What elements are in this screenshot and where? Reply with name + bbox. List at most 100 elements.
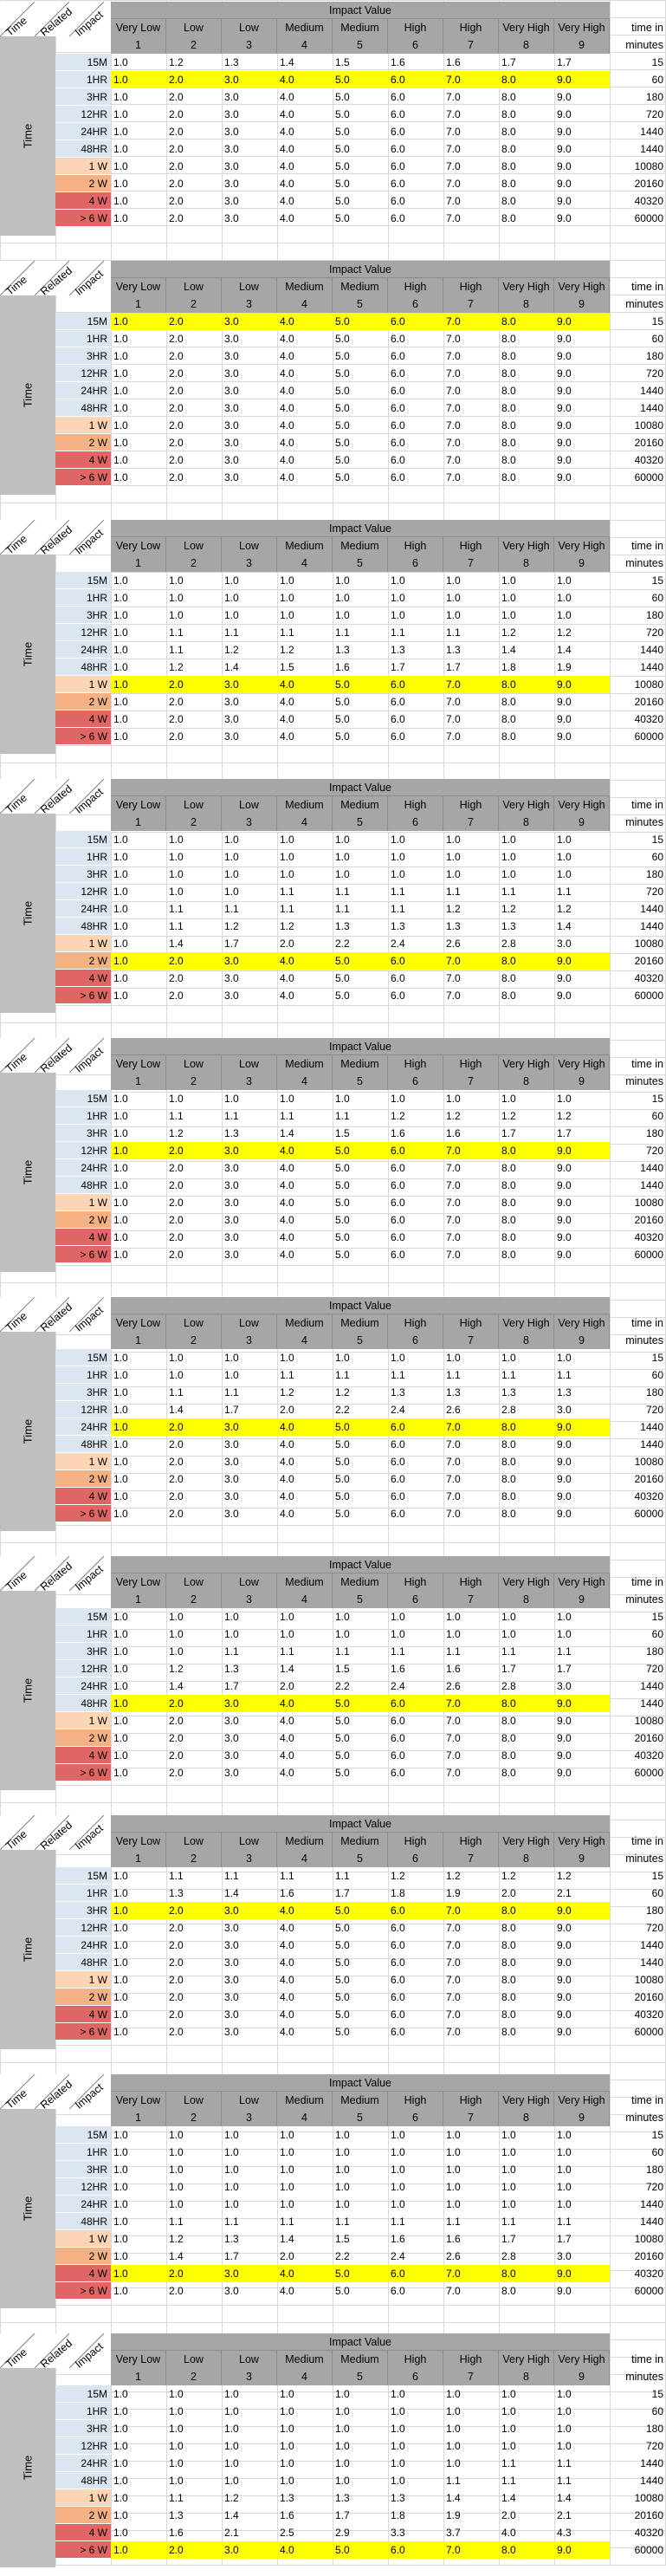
- table-cell: 1.0: [113, 713, 128, 725]
- row-label: 24HR: [55, 2196, 111, 2213]
- table-cell: 7.0: [446, 350, 461, 362]
- table-cell: 7.0: [446, 1767, 461, 1779]
- table-cell: 9.0: [557, 1767, 572, 1779]
- column-number: 1: [111, 2109, 166, 2126]
- row-label: 15M: [55, 572, 111, 589]
- table-row: 1 W 1.0 2.0 3.0 4.0 5.0 6.0 7.0 8.0 9.0 10080: [0, 676, 666, 693]
- table-cell: 1.0: [224, 2129, 239, 2141]
- row-label: 12HR: [55, 624, 111, 641]
- table-cell: 1.1: [557, 1369, 572, 1381]
- table-cell: 2.0: [169, 1508, 184, 1520]
- table-cell: 3.0: [224, 1490, 239, 1502]
- table-cell: 8.0: [501, 160, 516, 172]
- table-cell: 1.0: [557, 609, 572, 621]
- table-cell: 1.0: [446, 2457, 461, 2469]
- table-cell: 2.0: [169, 1145, 184, 1157]
- table-cell: 1.0: [113, 1922, 128, 1934]
- table-cell: 1.1: [335, 886, 350, 898]
- table-cell: 6.0: [391, 1456, 405, 1468]
- column-number: 3: [222, 1332, 277, 1349]
- table-cell: 3.0: [224, 990, 239, 1002]
- table-cell: 1.0: [557, 1352, 572, 1364]
- table-cell: 4.0: [280, 143, 294, 155]
- table-cell: 5.0: [335, 402, 350, 414]
- table-cell: 1.0: [113, 1214, 128, 1226]
- table-row: 48HR 1.0 2.0 3.0 4.0 5.0 6.0 7.0 8.0 9.0 1440: [0, 140, 666, 158]
- column-number: 9: [554, 1591, 610, 1608]
- table-cell: 1.0: [224, 1369, 239, 1381]
- table-cell: 8.0: [501, 419, 516, 431]
- table-row: 2 W 1.0 2.0 3.0 4.0 5.0 6.0 7.0 8.0 9.0 20160: [0, 1211, 666, 1229]
- time-axis-band: Time: [0, 1332, 55, 1531]
- impact-value-header: Impact Value: [111, 1556, 610, 1574]
- table-cell: 2.0: [169, 333, 184, 345]
- table-row: 2 W 1.0 2.0 3.0 4.0 5.0 6.0 7.0 8.0 9.0 20160: [0, 1729, 666, 1747]
- row-label: 3HR: [55, 88, 111, 106]
- table-cell: 7.0: [446, 2268, 461, 2280]
- table-cell: 1.0: [113, 1887, 128, 1899]
- table-cell: 3.0: [224, 1421, 239, 1433]
- table-cell: 1.0: [169, 1628, 184, 1640]
- table-cell: 1.1: [280, 626, 294, 639]
- table-cell: 1.3: [501, 1386, 516, 1398]
- row-label: > 6 W: [55, 987, 111, 1004]
- table-cell: 1.0: [391, 868, 405, 880]
- table-cell: 2.0: [169, 1939, 184, 1951]
- table-cell: 2.0: [169, 1956, 184, 1969]
- table-row: 3HR 1.0 1.2 1.3 1.4 1.5 1.6 1.6 1.7 1.7 180: [0, 1125, 666, 1142]
- table-cell: 2.2: [335, 1680, 350, 1692]
- table-cell: 6.0: [391, 1922, 405, 1934]
- table-cell: 1.0: [113, 1490, 128, 1502]
- row-label: 48HR: [55, 659, 111, 676]
- table-cell: 9.0: [557, 1974, 572, 1986]
- minutes-cell: 1440: [640, 2457, 663, 2469]
- table-cell: 2.0: [169, 178, 184, 190]
- table-cell: 1.0: [446, 2423, 461, 2435]
- table-cell: 1.0: [113, 868, 128, 880]
- table-cell: 2.2: [335, 938, 350, 950]
- table-cell: 3.0: [224, 972, 239, 984]
- table-cell: 3.0: [224, 437, 239, 449]
- table-cell: 4.0: [280, 1249, 294, 1261]
- table-cell: 6.0: [391, 678, 405, 691]
- table-cell: 4.0: [280, 212, 294, 224]
- table-cell: 3.0: [224, 1749, 239, 1762]
- table-row: 15M 1.0 1.0 1.0 1.0 1.0 1.0 1.0 1.0 1.0 15: [0, 1349, 666, 1366]
- table-cell: 4.0: [280, 2026, 294, 2038]
- table-cell: 1.0: [335, 609, 350, 621]
- row-label: 48HR: [55, 399, 111, 417]
- corner-header: Time Related Impact: [0, 1038, 111, 1073]
- corner-diagonals: [0, 2, 105, 36]
- column-header: Low: [222, 278, 277, 295]
- table-cell: 1.1: [280, 886, 294, 898]
- table-cell: 1.1: [446, 1369, 461, 1381]
- table-cell: 5.0: [335, 1456, 350, 1468]
- column-number: 5: [333, 555, 388, 572]
- row-label: 15M: [55, 1090, 111, 1107]
- column-header: High: [443, 1314, 499, 1332]
- table-cell: 3.0: [224, 160, 239, 172]
- column-header: Very Low: [111, 1833, 166, 1850]
- column-header: Medium: [277, 796, 333, 814]
- table-cell: 5.0: [335, 1179, 350, 1191]
- minutes-cell: 60: [651, 592, 663, 604]
- table-row: 3HR 1.0 1.0 1.0 1.0 1.0 1.0 1.0 1.0 1.0 180: [0, 607, 666, 624]
- minutes-cell: 720: [645, 2181, 663, 2193]
- table-cell: 1.0: [280, 2198, 294, 2210]
- table-cell: 9.0: [557, 74, 572, 86]
- table-row: 4 W 1.0 2.0 3.0 4.0 5.0 6.0 7.0 8.0 9.0 40320: [0, 451, 666, 469]
- table-cell: 1.7: [501, 2233, 516, 2245]
- table-cell: 1.2: [224, 920, 239, 932]
- impact-table: Time Related Impact Impact Value Very Low 1 Lo…: [0, 2333, 666, 2576]
- table-row: 1 W 1.0 1.2 1.3 1.4 1.5 1.6 1.6 1.7 1.7 10080: [0, 2230, 666, 2248]
- row-label: 24HR: [55, 382, 111, 399]
- row-label: 24HR: [55, 641, 111, 659]
- table-cell: 1.0: [113, 315, 128, 328]
- table-cell: 4.0: [280, 955, 294, 967]
- table-cell: 1.8: [501, 661, 516, 673]
- minutes-label: minutes: [625, 1853, 663, 1865]
- table-cell: 2.0: [169, 350, 184, 362]
- table-cell: 1.0: [557, 592, 572, 604]
- column-number: 8: [499, 36, 554, 54]
- column-header: High: [388, 1833, 443, 1850]
